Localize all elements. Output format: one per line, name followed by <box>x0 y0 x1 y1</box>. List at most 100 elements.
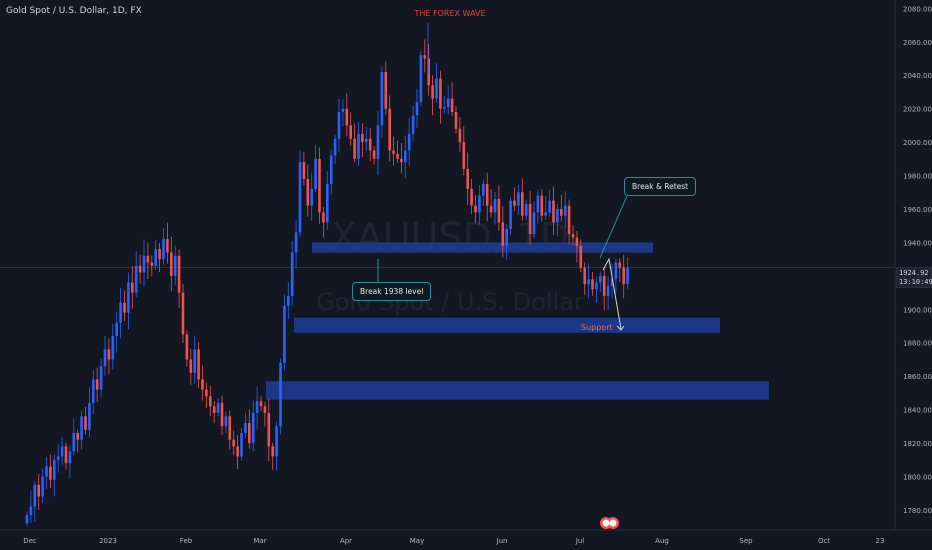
zone-resistance[interactable] <box>312 242 653 253</box>
y-tick-label: 1960.00 <box>903 206 932 214</box>
candle <box>60 436 64 465</box>
x-tick-label: Dec <box>23 537 37 545</box>
candle <box>618 258 622 282</box>
candle <box>45 457 48 489</box>
break-retest-callout[interactable]: Break & Retest <box>624 177 697 196</box>
candle <box>244 412 247 438</box>
candle <box>407 117 411 166</box>
break-level-callout[interactable]: Break 1938 level <box>352 282 432 301</box>
candle <box>361 123 364 158</box>
candle <box>123 290 126 322</box>
candle <box>365 126 368 152</box>
candle <box>501 205 505 258</box>
candle <box>509 197 512 236</box>
candle <box>197 342 200 388</box>
candle <box>119 287 122 339</box>
candle <box>454 105 458 134</box>
candle <box>107 338 111 374</box>
x-tick-label: Jun <box>496 537 508 545</box>
candle <box>146 242 150 280</box>
candle <box>103 335 107 376</box>
candle <box>166 222 169 264</box>
candle <box>314 144 317 193</box>
candle <box>99 358 103 397</box>
candle <box>396 140 399 163</box>
candle <box>255 386 259 429</box>
candle <box>532 201 536 239</box>
candle <box>524 199 528 221</box>
candle <box>68 445 72 479</box>
candle <box>341 99 345 127</box>
candle <box>318 147 321 224</box>
candle <box>493 192 497 225</box>
candle <box>150 255 154 277</box>
arrow-head-icon <box>616 325 625 331</box>
zone-lower[interactable] <box>266 381 769 400</box>
candle <box>220 395 224 436</box>
candle <box>134 251 138 298</box>
candle <box>575 231 579 263</box>
candles-layer <box>25 23 629 527</box>
y-tick-label: 1980.00 <box>903 173 932 181</box>
price-tag: 1924.92 13:10:49 <box>896 267 932 288</box>
candle <box>240 427 243 461</box>
candle <box>411 105 415 141</box>
y-tick-label: 1840.00 <box>903 407 932 415</box>
candle <box>466 152 469 206</box>
chart-title: THE FOREX WAVE <box>414 9 486 18</box>
candle <box>614 258 618 293</box>
candle <box>279 358 282 435</box>
candle <box>337 98 341 153</box>
candle <box>435 63 438 103</box>
candle <box>439 70 442 124</box>
y-tick-label: 1880.00 <box>903 340 932 348</box>
candle <box>517 184 520 215</box>
y-tick-label: 1800.00 <box>903 473 932 481</box>
candle <box>80 410 83 450</box>
candle <box>540 189 544 222</box>
candle <box>56 444 60 473</box>
candle <box>552 186 555 236</box>
candle <box>189 348 193 385</box>
candle <box>376 111 380 175</box>
candle <box>92 370 95 415</box>
candle <box>302 152 306 186</box>
flag-icon[interactable] <box>600 517 619 529</box>
x-tick-label: Apr <box>340 537 352 545</box>
candle <box>450 82 454 117</box>
candle <box>263 401 267 427</box>
annotation-lines <box>377 195 628 331</box>
y-tick-label: 1820.00 <box>903 440 932 448</box>
y-tick-label: 2020.00 <box>903 106 932 114</box>
candle <box>181 283 185 343</box>
candle <box>443 96 446 114</box>
candle <box>388 95 391 162</box>
candle <box>127 272 130 330</box>
x-tick-label: May <box>410 537 424 545</box>
candle <box>583 262 586 295</box>
candle <box>349 112 352 146</box>
candle <box>290 240 294 306</box>
candle <box>29 490 33 523</box>
candle <box>49 454 52 489</box>
candle <box>25 511 29 527</box>
y-tick-label: 2040.00 <box>903 72 932 80</box>
candle <box>209 386 212 417</box>
candle <box>599 271 602 293</box>
candle <box>419 50 423 107</box>
candle <box>431 75 434 116</box>
candle <box>95 367 99 403</box>
candle <box>505 224 508 260</box>
candle <box>41 468 44 504</box>
x-tick-label: Mar <box>253 537 266 545</box>
candle <box>384 61 388 115</box>
candle <box>528 190 532 245</box>
candle <box>236 435 239 470</box>
zone-support[interactable] <box>294 317 720 333</box>
symbol-header[interactable]: Gold Spot / U.S. Dollar, 1D, FX <box>6 6 142 16</box>
candle <box>602 267 606 311</box>
y-tick-label: 1780.00 <box>903 507 932 515</box>
